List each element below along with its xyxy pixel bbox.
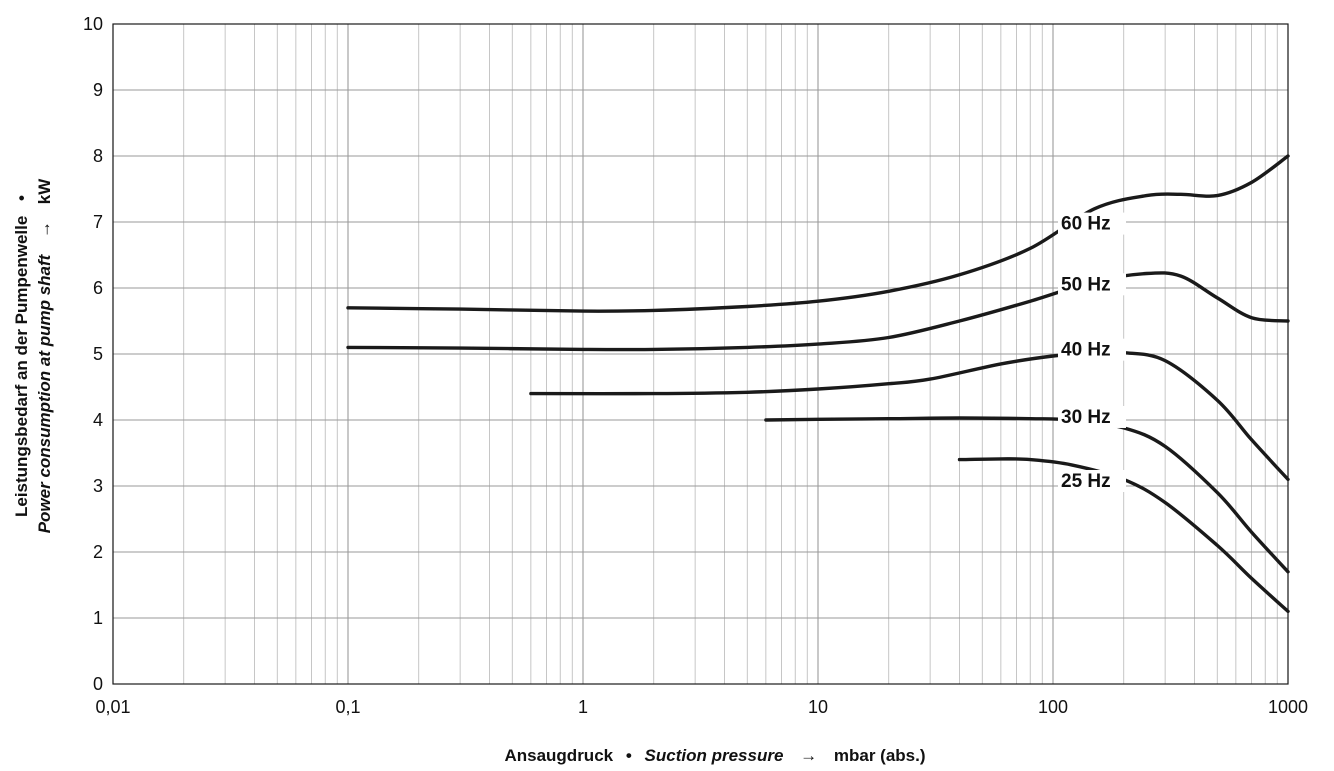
x-tick-label: 0,1 [335, 697, 360, 717]
y-tick-label: 9 [93, 80, 103, 100]
y-tick-labels: 0 1 2 3 4 5 6 7 8 9 10 [83, 14, 103, 694]
y-axis-title: Leistungsbedarf an der Pumpenwelle • Pow… [12, 178, 54, 534]
y-tick-label: 3 [93, 476, 103, 496]
y-tick-label: 8 [93, 146, 103, 166]
series-labels: 60 Hz 50 Hz 40 Hz 30 Hz 25 Hz [1058, 212, 1126, 492]
series-line-50-hz [346, 271, 1290, 352]
y-axis-title-unit: kW [35, 178, 54, 204]
x-axis-title-arrow: → [800, 746, 817, 765]
series-label-25-hz: 25 Hz [1061, 471, 1111, 492]
x-tick-label: 100 [1038, 697, 1068, 717]
y-tick-label: 10 [83, 14, 103, 34]
y-tick-label: 1 [93, 608, 103, 628]
series-label-bg [1058, 338, 1126, 361]
x-axis-title-separator: • [626, 746, 632, 765]
y-axis-title-de: Leistungsbedarf an der Pumpenwelle [12, 216, 31, 517]
x-tick-label: 1000 [1268, 697, 1308, 717]
y-tick-label: 6 [93, 278, 103, 298]
series-label-30-hz: 30 Hz [1061, 407, 1111, 428]
series-line-30-hz [764, 416, 1290, 574]
x-tick-label: 10 [808, 697, 828, 717]
y-axis-title-line1: Leistungsbedarf an der Pumpenwelle • [12, 195, 31, 517]
series-label-bg [1058, 273, 1126, 296]
plot-frame [112, 23, 1289, 685]
series-label-60-hz: 60 Hz [1061, 214, 1111, 235]
y-tick-label: 7 [93, 212, 103, 232]
x-tick-labels: 0,01 0,1 1 10 100 1000 [95, 697, 1308, 717]
x-tick-label: 0,01 [95, 697, 130, 717]
series-label-bg [1058, 405, 1126, 428]
x-tick-label: 1 [578, 697, 588, 717]
x-axis-title-unit: mbar (abs.) [834, 746, 926, 765]
series-line-40-hz [529, 350, 1290, 482]
y-tick-label: 5 [93, 344, 103, 364]
series-label-40-hz: 40 Hz [1061, 340, 1111, 361]
y-axis-title-en: Power consumption at pump shaft [35, 253, 54, 533]
series-label-50-hz: 50 Hz [1061, 274, 1111, 295]
x-axis-title: Ansaugdruck • Suction pressure → mbar (a… [504, 746, 925, 765]
x-axis-title-de: Ansaugdruck [504, 746, 613, 765]
x-axis-title-en: Suction pressure [645, 746, 784, 765]
y-tick-label: 2 [93, 542, 103, 562]
series-label-bg [1058, 212, 1126, 235]
y-tick-label: 0 [93, 674, 103, 694]
y-axis-title-separator: • [12, 195, 31, 201]
y-tick-label: 4 [93, 410, 103, 430]
y-axis-title-line2: Power consumption at pump shaft → kW [35, 178, 54, 534]
series-label-bg [1058, 470, 1126, 492]
y-axis-title-arrow: → [35, 221, 54, 238]
series-line-60-hz [346, 154, 1290, 313]
